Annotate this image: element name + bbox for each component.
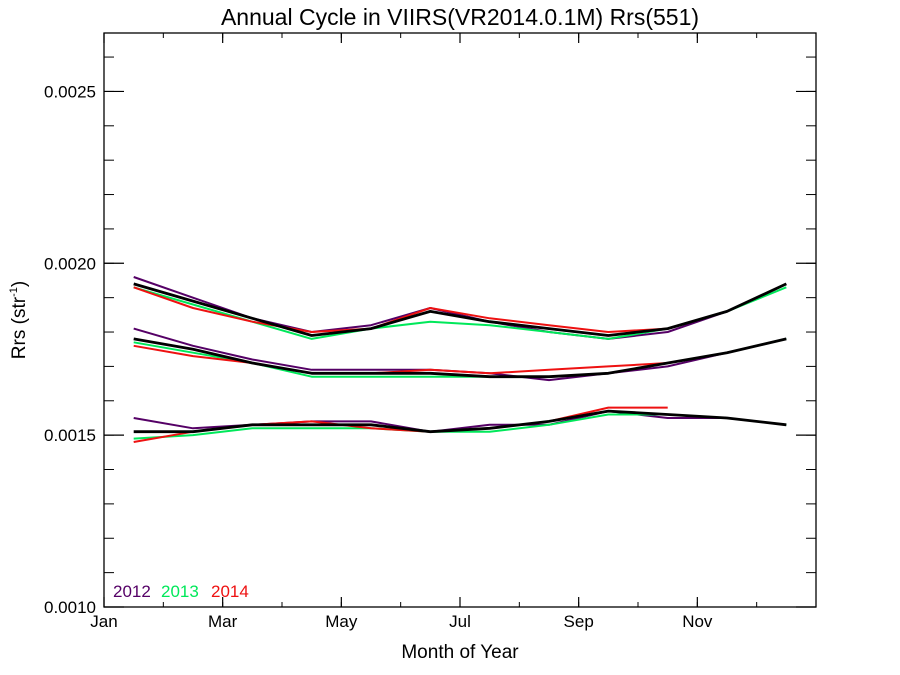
- series-line-lower-mean: [133, 409, 787, 434]
- tick-marks: [103, 33, 817, 608]
- series-line-middle-mean: [133, 337, 787, 379]
- series-line-upper-2012: [133, 276, 787, 340]
- x-tick-label: May: [325, 612, 358, 631]
- legend-entry: 2014: [211, 582, 249, 601]
- x-tick-label: Sep: [564, 612, 594, 631]
- y-tick-label: 0.0015: [44, 426, 96, 445]
- y-tick-label: 0.0020: [44, 254, 96, 273]
- x-tick-label: Jul: [449, 612, 471, 631]
- y-axis-label-end: ): [9, 281, 30, 287]
- x-tick-label: Mar: [208, 612, 238, 631]
- legend-entry: 2012: [113, 582, 151, 601]
- series-line-lower-2014: [133, 406, 668, 443]
- y-axis-label-main: Rrs (str: [9, 296, 30, 359]
- series-line-middle-2014: [133, 344, 668, 375]
- x-tick-label: Jan: [90, 612, 117, 631]
- y-axis-label-sup: -1: [8, 287, 20, 297]
- chart-title: Annual Cycle in VIIRS(VR2014.0.1M) Rrs(5…: [221, 4, 699, 30]
- tick-labels: Jan Mar May Jul Sep Nov 0.0010 0.0015 0.0020 0.00…: [44, 82, 713, 631]
- y-axis-label: Rrs (str-1): [8, 281, 30, 359]
- y-tick-label: 0.0010: [44, 598, 96, 617]
- y-tick-label: 0.0025: [44, 82, 96, 101]
- plot-frame: [103, 32, 817, 608]
- x-axis-label: Month of Year: [401, 642, 519, 663]
- series-lines: [133, 276, 787, 443]
- legend: 2012 2013 2014: [113, 582, 249, 601]
- series-line-upper-2014: [133, 286, 668, 333]
- x-tick-label: Nov: [682, 612, 713, 631]
- series-line-upper-mean: [133, 282, 787, 337]
- legend-entry: 2013: [161, 582, 199, 601]
